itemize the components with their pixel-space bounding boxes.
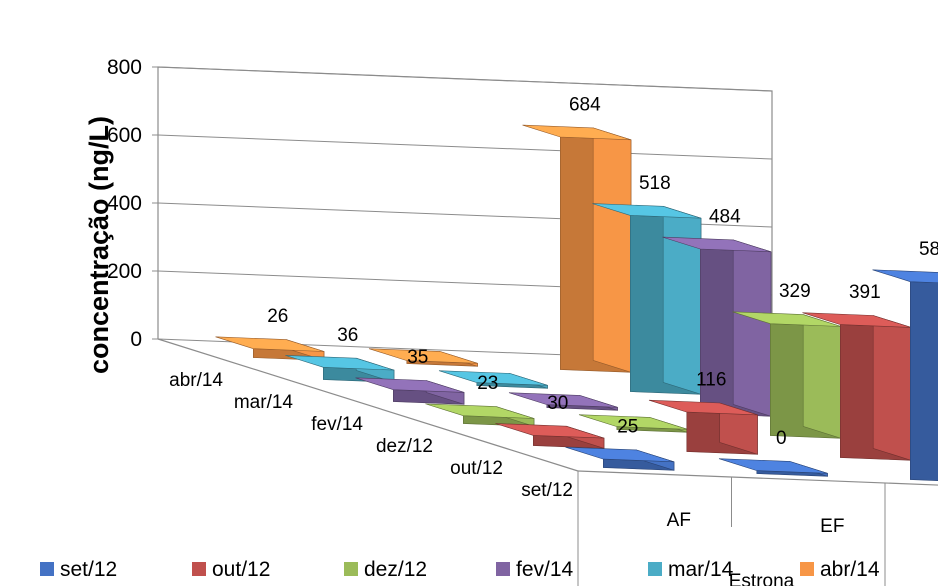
data-label: 30 xyxy=(547,393,568,414)
y-tick-label: 600 xyxy=(107,124,142,147)
y-axis-label: concentração (ng/L) xyxy=(84,116,114,374)
bar-top-face xyxy=(592,203,702,219)
legend-swatch xyxy=(648,562,662,576)
side-wall-base xyxy=(157,338,579,472)
bar-top-face xyxy=(578,414,688,430)
bar xyxy=(438,370,548,389)
bar xyxy=(648,399,758,455)
legend-entry: mar/14 xyxy=(648,558,734,581)
data-label: 684 xyxy=(569,94,601,115)
x-group-label: Estrona xyxy=(729,571,795,586)
depth-category-label: dez/12 xyxy=(376,436,433,457)
bar xyxy=(802,312,912,461)
bar xyxy=(425,403,535,427)
x-category-label: EF xyxy=(820,516,844,537)
legend-swatch xyxy=(40,562,54,576)
bar-top-face xyxy=(368,348,478,364)
data-label: 0 xyxy=(776,428,787,449)
x-category-label: AF xyxy=(667,510,691,531)
legend-entry: fev/14 xyxy=(496,558,574,581)
data-label: 329 xyxy=(779,281,811,302)
data-label: 26 xyxy=(267,306,288,327)
bar xyxy=(508,392,618,411)
data-label: 23 xyxy=(477,373,498,394)
bar xyxy=(565,446,675,471)
data-label: 518 xyxy=(639,173,671,194)
legend-label: mar/14 xyxy=(668,558,734,581)
bar-top-face xyxy=(508,392,618,408)
bar-top-face xyxy=(802,312,912,328)
bar-side-face xyxy=(592,127,632,373)
y-tick-label: 800 xyxy=(107,56,142,79)
bar xyxy=(662,236,772,417)
bar-top-face xyxy=(565,446,675,463)
bar-top-face xyxy=(522,124,632,141)
bar-top-face xyxy=(648,399,758,416)
y-tick-label: 200 xyxy=(107,260,142,283)
data-label: 35 xyxy=(407,347,428,368)
legend-swatch xyxy=(192,562,206,576)
bar-front-face xyxy=(909,281,938,481)
depth-category-label: fev/14 xyxy=(311,414,363,435)
data-label: 25 xyxy=(617,417,638,438)
depth-category-label: out/12 xyxy=(450,458,503,479)
bar-top-face xyxy=(718,458,828,474)
legend-entry: out/12 xyxy=(192,558,270,581)
bar-top-face xyxy=(285,355,395,371)
bar xyxy=(718,458,828,477)
bar-side-face xyxy=(872,315,912,461)
legend-entry: dez/12 xyxy=(344,558,427,581)
legend-label: dez/12 xyxy=(364,558,427,581)
bar xyxy=(495,423,605,449)
depth-category-label: set/12 xyxy=(521,480,573,501)
bar-top-face xyxy=(495,423,605,439)
bar-top-face xyxy=(438,370,548,386)
legend-swatch xyxy=(800,562,814,576)
bar-top-face xyxy=(732,311,842,327)
bar xyxy=(872,269,938,481)
bar-top-face xyxy=(662,236,772,253)
y-tick-label: 0 xyxy=(130,328,142,351)
bar xyxy=(355,377,465,405)
data-label: 391 xyxy=(849,282,881,303)
legend-swatch xyxy=(344,562,358,576)
legend-entry: abr/14 xyxy=(800,558,880,581)
legend-entry: set/12 xyxy=(40,558,117,581)
bar-side-face xyxy=(662,205,702,395)
data-label: 116 xyxy=(696,370,726,391)
bar xyxy=(592,203,702,395)
legend-label: out/12 xyxy=(212,558,270,581)
legend-label: abr/14 xyxy=(820,558,880,581)
bar-top-face xyxy=(425,403,535,419)
bar-top-face xyxy=(872,269,938,284)
legend-label: set/12 xyxy=(60,558,117,581)
bar xyxy=(368,348,478,367)
bar xyxy=(285,355,395,383)
bar-top-face xyxy=(215,336,325,352)
gridline xyxy=(157,66,773,92)
data-label: 36 xyxy=(337,325,358,346)
y-tick-label: 400 xyxy=(107,192,142,215)
bar xyxy=(732,311,842,439)
bar-side-face xyxy=(732,239,772,417)
gridline xyxy=(157,134,773,160)
bar-side-face xyxy=(802,314,842,439)
bar xyxy=(578,414,688,433)
depth-category-label: mar/14 xyxy=(234,392,294,413)
data-label: 484 xyxy=(709,206,741,227)
bar xyxy=(522,124,632,373)
depth-category-label: abr/14 xyxy=(169,370,223,391)
bar-top-face xyxy=(355,377,465,393)
legend-swatch xyxy=(496,562,510,576)
data-label: 582 xyxy=(919,239,938,260)
legend-label: fev/14 xyxy=(516,558,574,581)
